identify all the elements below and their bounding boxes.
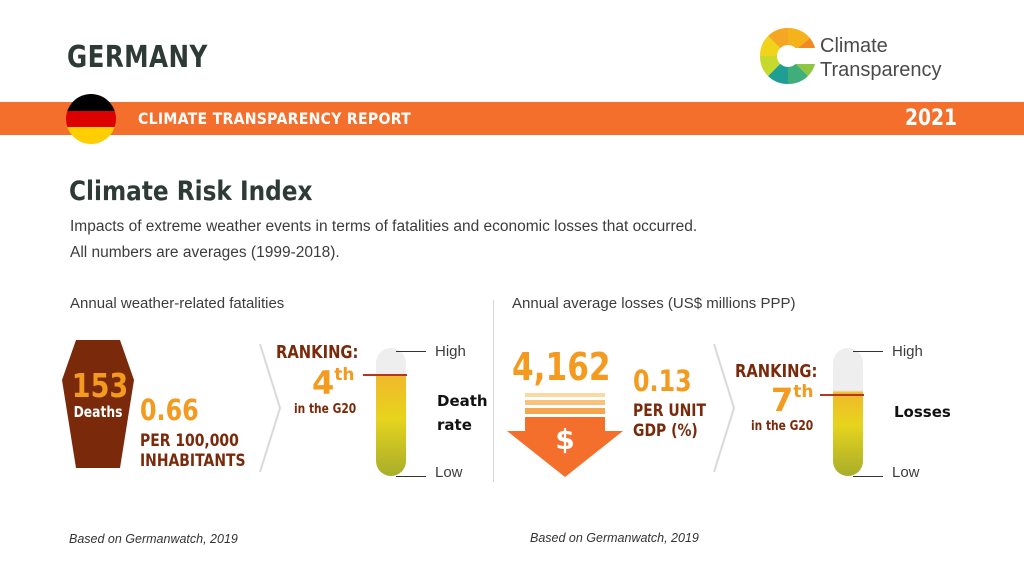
losses-scale-name: Losses (894, 403, 951, 421)
losses-low-tick (853, 476, 883, 477)
losses-ranking-number-wrap: 7th (771, 381, 814, 419)
death-rate-marker (363, 374, 407, 376)
subtitle-line2: All numbers are averages (1999-2018). (70, 244, 340, 261)
losses-ranking-suffix: th (793, 382, 814, 402)
losses-high-label: High (892, 343, 923, 360)
losses-gdp-label: PER UNIT GDP (%) (633, 401, 706, 441)
fatalities-ranking-number-wrap: 4th (312, 364, 355, 402)
death-rate-scale-name: Death rate (437, 389, 488, 437)
death-rate-scale-name-line2: rate (437, 416, 472, 434)
logo-text: Climate Transparency (820, 34, 942, 82)
losses-gdp-value: 0.13 (633, 364, 692, 398)
losses-low-label: Low (892, 464, 920, 481)
losses-ranking-label: RANKING: (735, 361, 818, 382)
report-year: 2021 (905, 106, 958, 131)
report-label: CLIMATE TRANSPARENCY REPORT (138, 109, 412, 128)
orange-banner (0, 102, 1024, 135)
subtitle-line1: Impacts of extreme weather events in ter… (70, 218, 698, 235)
country-title: GERMANY (67, 40, 208, 75)
section-divider (493, 300, 494, 482)
fatality-rate-label: PER 100,000 INHABITANTS (140, 431, 246, 471)
page-title: Climate Risk Index (69, 176, 313, 207)
death-rate-low-label: Low (435, 464, 463, 481)
death-rate-low-tick (396, 476, 426, 477)
germany-flag-icon (66, 94, 116, 144)
losses-high-tick (853, 351, 883, 352)
losses-marker (820, 394, 864, 396)
losses-ranking-scope: in the G20 (751, 419, 814, 434)
coffin-icon (62, 340, 134, 468)
fatalities-ranking-scope: in the G20 (294, 402, 357, 417)
death-rate-scale-bar (376, 348, 406, 476)
money-down-arrow-icon: $ (507, 393, 623, 477)
fatalities-ranking-label: RANKING: (276, 342, 359, 363)
climate-transparency-logo-icon (759, 27, 818, 85)
losses-ranking-number: 7 (771, 381, 794, 419)
chevron-right-icon (259, 343, 282, 473)
losses-value: 4,162 (512, 345, 611, 389)
fatalities-ranking-number: 4 (312, 364, 335, 402)
fatality-rate-value: 0.66 (140, 393, 199, 427)
chevron-right-icon-2 (713, 343, 736, 473)
deaths-label: Deaths (73, 403, 123, 421)
fatalities-source: Based on Germanwatch, 2019 (69, 532, 238, 546)
dollar-sign: $ (555, 423, 574, 456)
losses-source: Based on Germanwatch, 2019 (530, 531, 699, 545)
death-rate-high-label: High (435, 343, 466, 360)
death-rate-high-tick (396, 351, 426, 352)
fatality-rate-label-line1: PER 100,000 (140, 431, 239, 451)
losses-scale-bar (833, 348, 863, 476)
losses-gdp-label-line1: PER UNIT (633, 401, 707, 421)
death-rate-scale-name-line1: Death (437, 392, 488, 410)
losses-gdp-label-line2: GDP (%) (633, 421, 698, 441)
logo-text-line1: Climate (820, 35, 888, 57)
deaths-value: 153 (71, 366, 129, 405)
fatalities-ranking-suffix: th (334, 365, 355, 385)
losses-heading: Annual average losses (US$ millions PPP) (512, 295, 796, 312)
fatality-rate-label-line2: INHABITANTS (140, 451, 246, 471)
logo-text-line2: Transparency (820, 59, 942, 81)
fatalities-heading: Annual weather-related fatalities (70, 295, 285, 312)
